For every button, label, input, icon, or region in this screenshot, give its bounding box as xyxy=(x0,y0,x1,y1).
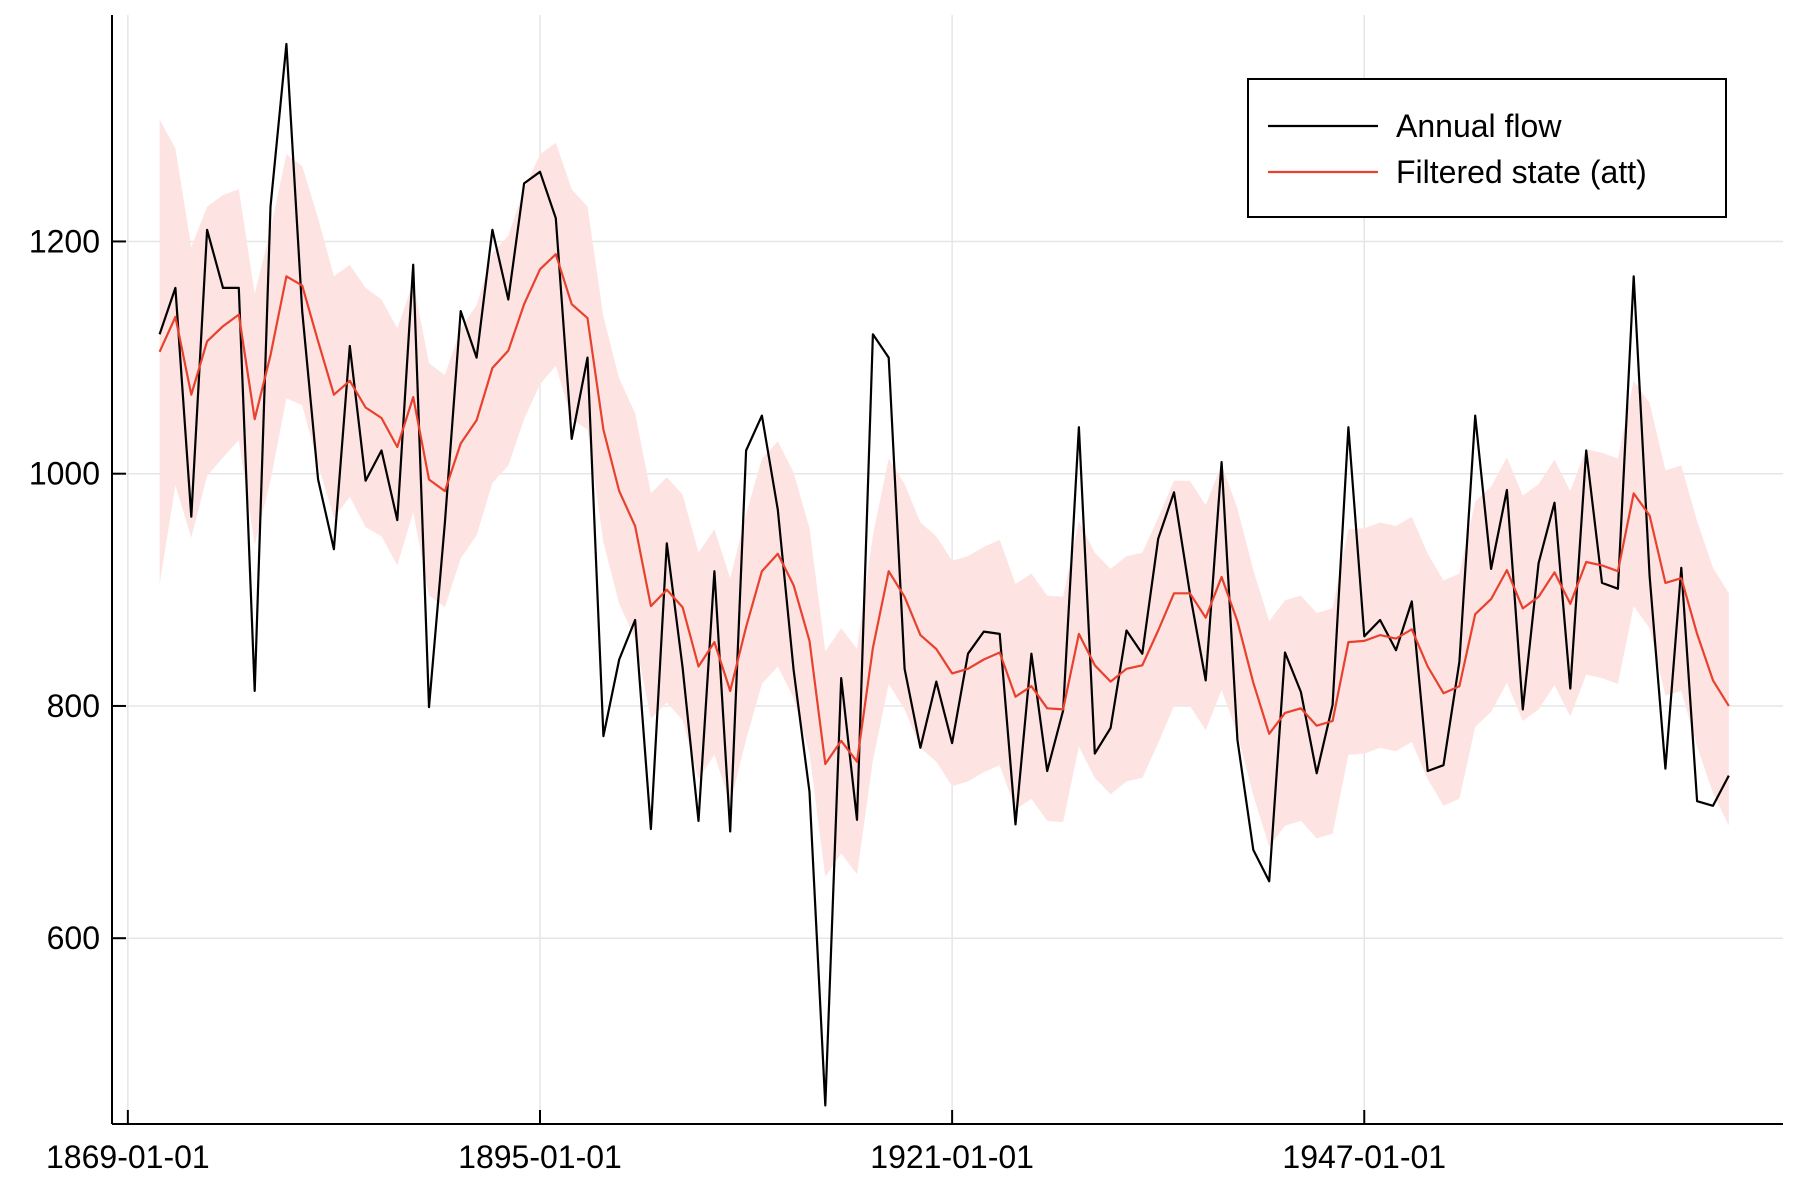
legend-box xyxy=(1247,78,1727,218)
x-tick-label-1: 1895-01-01 xyxy=(458,1139,622,1175)
x-ticks: 1869-01-01 1895-01-01 1921-01-01 1947-01-01 xyxy=(46,1110,1446,1175)
y-tick-label-3: 1200 xyxy=(29,223,100,259)
x-tick-label-3: 1947-01-01 xyxy=(1282,1139,1446,1175)
series-line-filtered-state xyxy=(158,253,1730,766)
legend: Annual flow Filtered state (att) xyxy=(1247,78,1727,218)
x-tick-label-2: 1921-01-01 xyxy=(870,1139,1034,1175)
y-tick-label-1: 800 xyxy=(47,688,100,724)
filtered-state-interval-band xyxy=(159,119,1729,877)
y-tick-label-0: 600 xyxy=(47,920,100,956)
legend-label-filtered-state: Filtered state (att) xyxy=(1396,154,1647,190)
x-tick-label-0: 1869-01-01 xyxy=(46,1139,210,1175)
y-tick-label-2: 1000 xyxy=(29,456,100,492)
y-ticks: 600 800 1000 1200 xyxy=(29,223,126,956)
series-line-annual-flow xyxy=(158,42,1730,1107)
legend-label-annual-flow: Annual flow xyxy=(1396,108,1562,144)
